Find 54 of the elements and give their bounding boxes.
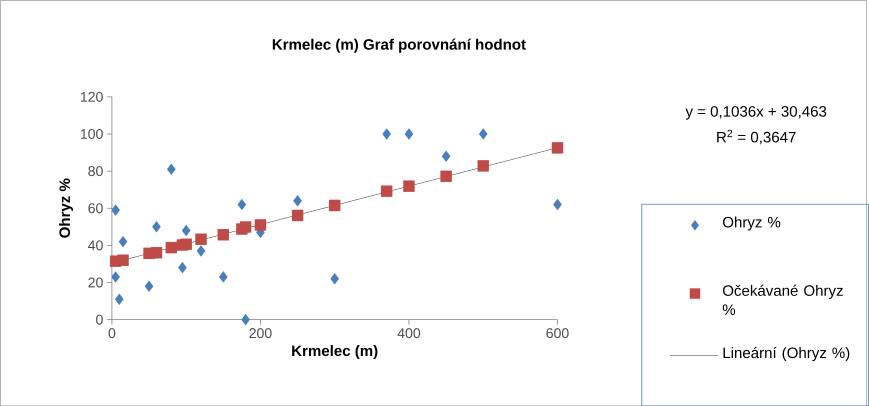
point xyxy=(180,238,192,250)
point xyxy=(118,236,128,248)
point xyxy=(111,270,120,282)
chart-title: Krmelec (m) Graf porovnání hodnot xyxy=(272,38,526,53)
point xyxy=(111,204,120,216)
point xyxy=(553,198,562,210)
text: R$^{2}$ = 0,3647 xyxy=(717,130,796,144)
x-tick-label: 0 xyxy=(108,328,116,338)
point xyxy=(330,272,340,284)
point xyxy=(240,221,252,232)
point xyxy=(117,254,129,266)
point xyxy=(178,262,187,274)
point xyxy=(196,245,206,256)
point xyxy=(380,185,392,197)
point xyxy=(293,194,302,206)
point xyxy=(238,198,246,210)
point xyxy=(114,293,124,305)
point xyxy=(552,142,564,154)
point xyxy=(144,280,154,292)
point xyxy=(440,170,452,182)
point xyxy=(166,242,178,254)
point xyxy=(442,150,450,162)
point xyxy=(195,233,207,245)
x-tick-label: 600 xyxy=(546,328,569,338)
point xyxy=(218,270,228,282)
y-tick-label: 40 xyxy=(88,240,103,250)
point xyxy=(182,224,191,236)
point xyxy=(478,160,489,172)
y-tick-label: 0 xyxy=(96,314,103,324)
point xyxy=(254,219,266,230)
x-axis-title: Krmelec (m) xyxy=(292,344,378,359)
point xyxy=(152,220,161,232)
point xyxy=(150,246,162,258)
y-tick-label: 20 xyxy=(88,277,103,288)
point xyxy=(382,128,392,140)
point xyxy=(218,228,230,240)
text: y = 0,1036x + 30,463 xyxy=(686,106,826,120)
point xyxy=(404,128,414,140)
y-tick-label: 120 xyxy=(80,92,103,102)
y-tick-label: 80 xyxy=(88,166,103,176)
legend-label: Lineární (Ohryz %) xyxy=(724,346,850,361)
x-tick-label: 400 xyxy=(398,328,420,338)
point xyxy=(292,210,304,221)
legend-label: Očekávané Ohryz % xyxy=(722,284,843,315)
point xyxy=(328,200,340,211)
point xyxy=(478,128,488,140)
point xyxy=(241,314,250,326)
y-tick-label: 60 xyxy=(88,203,103,213)
legend-label: Ohryz % xyxy=(722,216,780,230)
point xyxy=(403,180,415,192)
y-axis-title: Ohryz % xyxy=(58,178,74,238)
point xyxy=(166,163,176,175)
y-tick-label: 100 xyxy=(80,128,103,139)
x-tick-label: 200 xyxy=(249,328,272,338)
